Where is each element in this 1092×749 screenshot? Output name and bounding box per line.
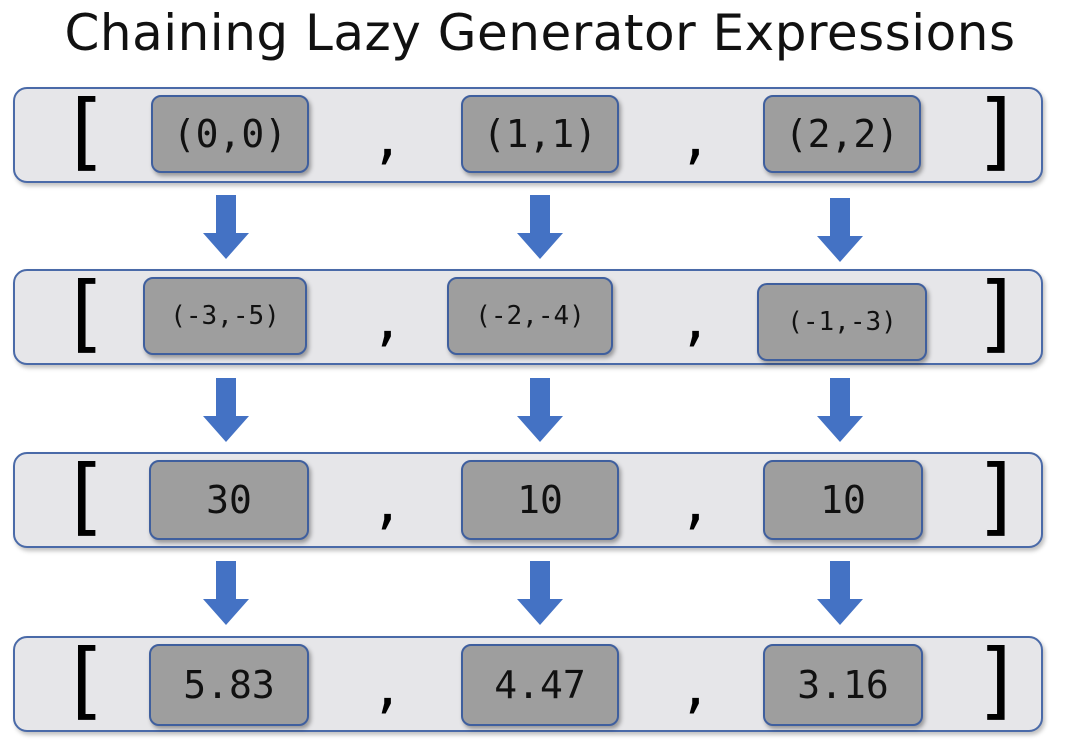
separator-comma: , <box>371 289 404 352</box>
list-item-1-2: (-1,-3) <box>757 283 927 361</box>
separator-comma: , <box>371 656 404 719</box>
list-item-0-1: (1,1) <box>461 95 619 173</box>
down-arrow-icon <box>203 378 249 442</box>
list-item-0-2: (2,2) <box>763 95 921 173</box>
separator-comma: , <box>371 472 404 535</box>
list-item-3-2: 3.16 <box>763 644 923 726</box>
open-bracket: [ <box>59 264 110 362</box>
list-item-2-0: 30 <box>149 460 309 540</box>
diagram-title: Chaining Lazy Generator Expressions <box>64 4 1016 62</box>
list-item-3-1: 4.47 <box>461 644 619 726</box>
close-bracket: ] <box>973 264 1024 362</box>
open-bracket: [ <box>59 631 110 729</box>
list-item-2-2: 10 <box>763 460 923 540</box>
down-arrow-icon <box>817 198 863 262</box>
list-item-3-0: 5.83 <box>149 644 309 726</box>
list-row-1: [ (-3,-5) , (-2,-4) , (-1,-3) ] <box>13 265 1043 365</box>
list-row-2: [ 30 , 10 , 10 ] <box>13 448 1043 548</box>
down-arrow-icon <box>517 378 563 442</box>
separator-comma: , <box>371 107 404 170</box>
list-item-1-0: (-3,-5) <box>143 277 307 355</box>
down-arrow-icon <box>203 195 249 259</box>
list-item-1-1: (-2,-4) <box>447 277 613 355</box>
list-row-3: [ 5.83 , 4.47 , 3.16 ] <box>13 632 1043 732</box>
down-arrow-icon <box>203 561 249 625</box>
separator-comma: , <box>679 289 712 352</box>
separator-comma: , <box>679 107 712 170</box>
down-arrow-icon <box>817 561 863 625</box>
separator-comma: , <box>679 472 712 535</box>
down-arrow-icon <box>517 561 563 625</box>
open-bracket: [ <box>59 447 110 545</box>
close-bracket: ] <box>973 447 1024 545</box>
down-arrow-icon <box>817 378 863 442</box>
list-item-0-0: (0,0) <box>151 95 309 173</box>
list-row-0: [ (0,0) , (1,1) , (2,2) ] <box>13 83 1043 183</box>
close-bracket: ] <box>973 82 1024 180</box>
open-bracket: [ <box>59 82 110 180</box>
separator-comma: , <box>679 656 712 719</box>
down-arrow-icon <box>517 195 563 259</box>
list-item-2-1: 10 <box>461 460 619 540</box>
close-bracket: ] <box>973 631 1024 729</box>
